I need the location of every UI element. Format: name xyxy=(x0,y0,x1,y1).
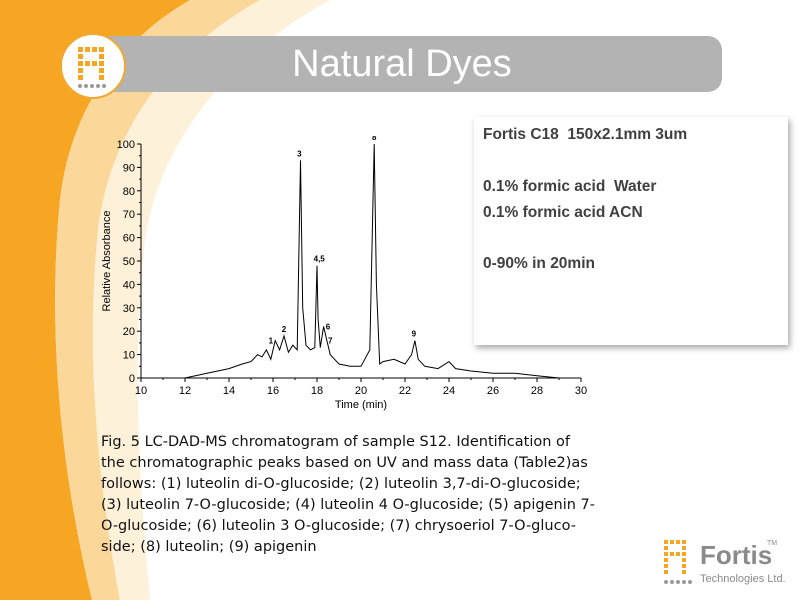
caption-line: (3) luteolin 7-O-glucoside; (4) luteolin… xyxy=(101,497,595,513)
x-tick-label: 10 xyxy=(135,385,147,397)
y-tick-label: 30 xyxy=(123,303,135,315)
figure-caption: Fig. 5 LC-DAD-MS chromatogram of sample … xyxy=(101,432,599,558)
peak-label: 3 xyxy=(297,149,302,158)
x-tick-label: 26 xyxy=(487,385,499,397)
y-tick-label: 40 xyxy=(123,279,135,291)
peak-label: 7 xyxy=(328,337,333,346)
title-bar xyxy=(82,36,722,92)
peak-label: 6 xyxy=(326,323,331,332)
x-tick-label: 30 xyxy=(575,385,587,397)
y-axis-label: Relative Absorbance xyxy=(101,211,113,312)
x-tick-label: 14 xyxy=(223,385,235,397)
peak-label: 4,5 xyxy=(314,255,326,264)
caption-line: the chromatographic peaks based on UV an… xyxy=(101,455,588,471)
chromatogram-chart: 10 12 14 16 18 20 22 24 26 28 30010203040506070809… xyxy=(101,136,587,411)
peak-label: 1 xyxy=(269,337,274,346)
caption-line: Fig. 5 LC-DAD-MS chromatogram of sample … xyxy=(101,434,571,450)
x-axis-label: Time (min) xyxy=(335,399,387,411)
fortis-grid-icon xyxy=(78,47,106,88)
footer-subtitle: Technologies Ltd. xyxy=(700,573,786,585)
caption-line: follows: (1) luteolin di-O-glucoside; (2… xyxy=(101,476,581,492)
peak-label: 8 xyxy=(372,136,377,142)
chart-axes xyxy=(140,144,581,379)
y-tick-label: 70 xyxy=(123,209,135,221)
x-tick-label: 22 xyxy=(399,385,411,397)
footer-logo-icon xyxy=(664,540,692,584)
fortis-logo-badge xyxy=(60,33,126,99)
caption-line: O-glucoside; (6) luteolin 3 O-glucoside;… xyxy=(101,518,576,534)
y-tick-label: 0 xyxy=(129,373,135,385)
mobile-phase-a: 0.1% formic acid Water xyxy=(483,178,657,195)
slide-title: Natural Dyes xyxy=(292,43,512,85)
peak-label: 2 xyxy=(282,325,287,334)
x-tick-label: 16 xyxy=(267,385,279,397)
y-tick-label: 50 xyxy=(123,256,135,268)
column-spec: Fortis C18 150x2.1mm 3um xyxy=(483,126,688,143)
y-tick-label: 90 xyxy=(123,162,135,174)
method-info-box: Fortis C18 150x2.1mm 3um 0.1% formic aci… xyxy=(474,117,788,345)
caption-line: side; (8) luteolin; (9) apigenin xyxy=(101,539,317,555)
chromatogram-trace xyxy=(141,143,560,379)
x-tick-label: 28 xyxy=(531,385,543,397)
x-tick-label: 18 xyxy=(311,385,323,397)
y-tick-label: 60 xyxy=(123,233,135,245)
x-tick-label: 24 xyxy=(443,385,455,397)
x-tick-label: 12 xyxy=(179,385,191,397)
gradient: 0-90% in 20min xyxy=(483,255,595,272)
x-tick-label: 20 xyxy=(355,385,367,397)
mobile-phase-b: 0.1% formic acid ACN xyxy=(483,204,643,221)
footer-trademark: TM xyxy=(767,540,778,547)
peak-label: 9 xyxy=(412,330,417,339)
y-tick-label: 20 xyxy=(123,326,135,338)
y-tick-label: 80 xyxy=(123,186,135,198)
footer-brand: Fortis xyxy=(700,540,773,570)
y-tick-label: 100 xyxy=(117,139,135,151)
y-tick-label: 10 xyxy=(123,350,135,362)
